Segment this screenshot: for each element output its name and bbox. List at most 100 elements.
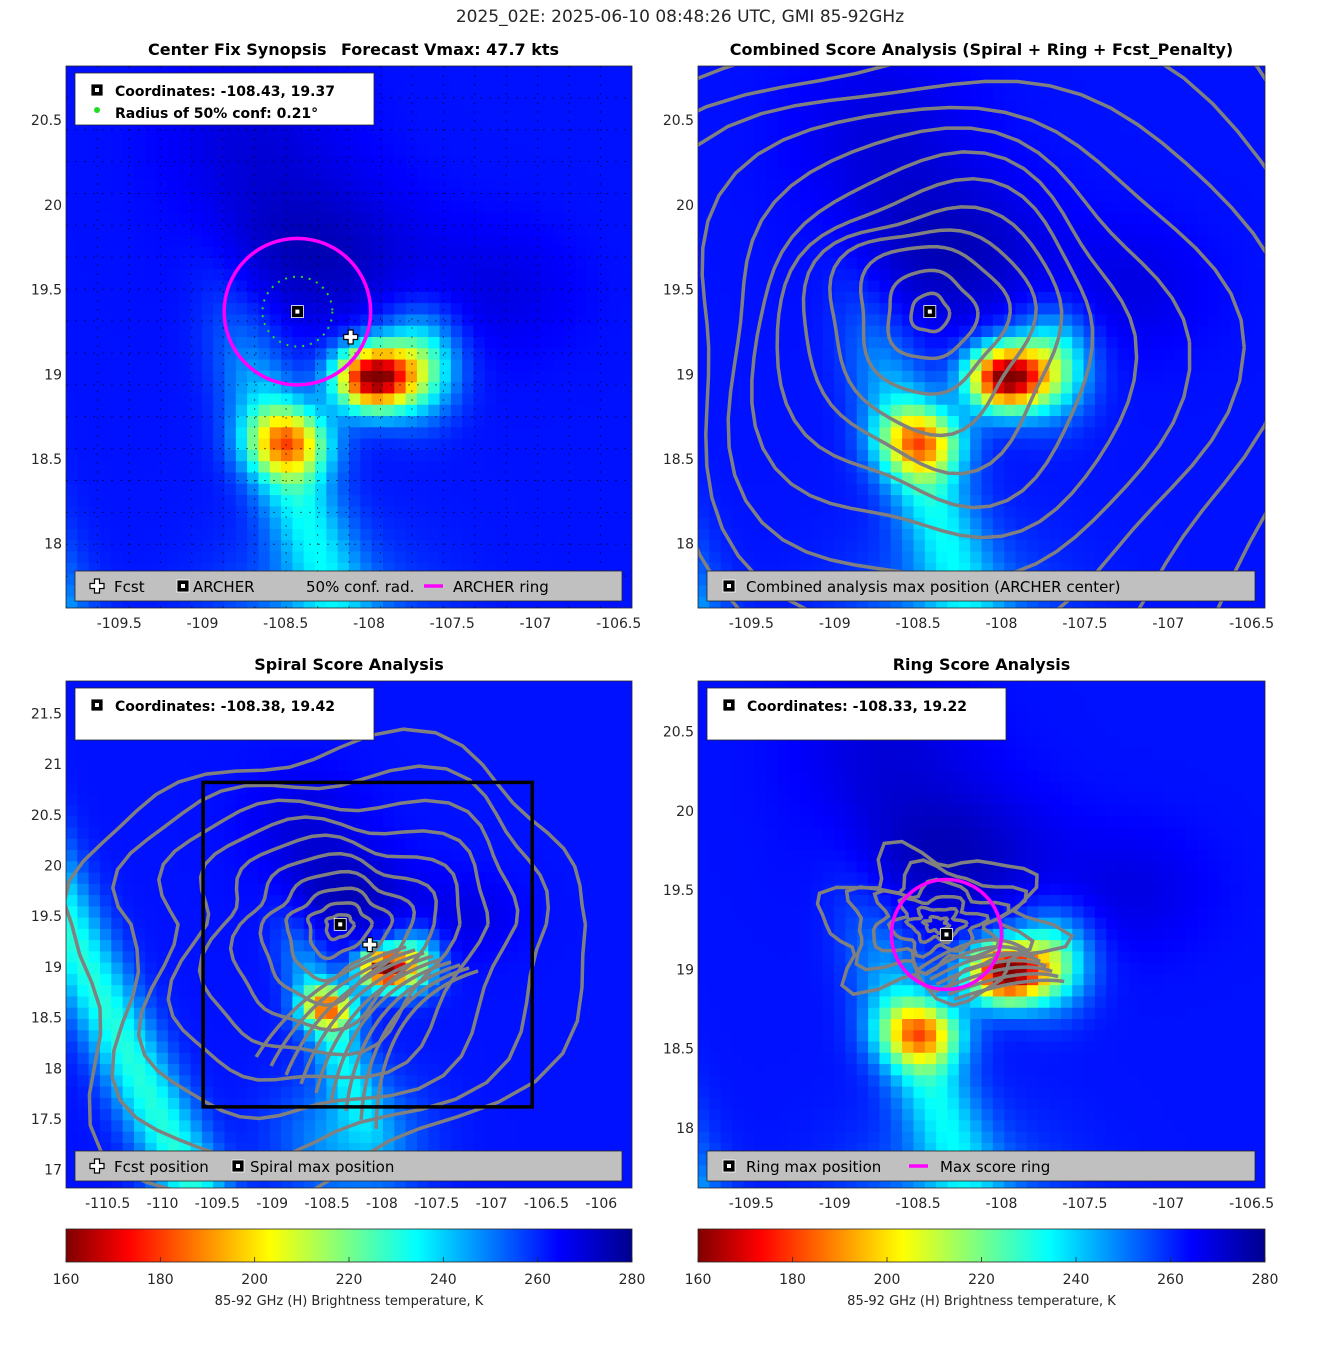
heatmap-cell xyxy=(224,246,237,259)
heatmap-cell xyxy=(947,178,960,191)
heatmap-cell xyxy=(167,190,180,203)
heatmap-cell xyxy=(586,88,599,101)
heatmap-cell xyxy=(890,382,903,395)
heatmap-cell xyxy=(77,167,90,180)
heatmap-cell xyxy=(213,517,226,530)
heatmap-cell xyxy=(822,77,835,90)
heatmap-cell xyxy=(743,314,756,327)
heatmap-cell xyxy=(834,517,847,530)
heatmap-cell xyxy=(620,224,632,236)
heatmap-cell xyxy=(924,370,937,383)
heatmap-cell xyxy=(981,314,994,327)
heatmap-cell xyxy=(1094,472,1107,485)
heatmap-cell xyxy=(337,359,350,372)
heatmap-cell xyxy=(834,145,847,157)
heatmap-cell xyxy=(292,246,305,259)
heatmap-cell xyxy=(868,145,881,157)
heatmap-cell xyxy=(564,325,576,338)
heatmap-cell xyxy=(834,495,847,507)
heatmap-cell xyxy=(541,472,554,485)
heatmap-cell xyxy=(439,540,452,553)
heatmap-cell xyxy=(879,551,892,564)
heatmap-cell xyxy=(586,303,599,316)
heatmap-cell xyxy=(201,224,214,236)
heatmap-cell xyxy=(586,111,599,124)
heatmap-cell xyxy=(66,382,78,395)
heatmap-cell xyxy=(620,370,632,383)
heatmap-cell xyxy=(811,540,824,553)
heatmap-cell xyxy=(732,517,744,530)
heatmap-cell xyxy=(1253,212,1265,225)
heatmap-cell xyxy=(1185,257,1198,270)
heatmap-cell xyxy=(1196,325,1209,338)
heatmap-cell xyxy=(743,122,756,135)
heatmap-cell xyxy=(337,122,350,135)
heatmap-cell xyxy=(834,404,847,417)
heatmap-cell xyxy=(1151,178,1164,191)
heatmap-cell xyxy=(913,596,926,608)
heatmap-cell xyxy=(720,212,733,225)
heatmap-cell xyxy=(1185,416,1198,428)
heatmap-cell xyxy=(924,416,937,428)
heatmap-cell xyxy=(1083,280,1096,293)
heatmap-cell xyxy=(1140,111,1153,124)
heatmap-cell xyxy=(913,122,926,135)
heatmap-cell xyxy=(247,528,260,541)
heatmap-cell xyxy=(709,596,722,608)
heatmap-cell xyxy=(575,314,588,327)
heatmap-cell xyxy=(777,517,790,530)
heatmap-cell xyxy=(777,540,790,553)
heatmap-cell xyxy=(201,325,214,338)
heatmap-cell xyxy=(845,303,858,316)
heatmap-cell xyxy=(564,99,576,112)
heatmap-cell xyxy=(743,359,756,372)
heatmap-cell xyxy=(235,280,248,293)
heatmap-cell xyxy=(1162,133,1175,146)
heatmap-cell xyxy=(405,212,418,225)
heatmap-cell xyxy=(743,201,756,214)
heatmap-cell xyxy=(269,551,282,564)
heatmap-cell xyxy=(360,495,373,507)
heatmap-cell xyxy=(484,280,497,293)
heatmap-cell xyxy=(709,235,722,248)
heatmap-cell xyxy=(609,88,622,101)
heatmap-cell xyxy=(1196,393,1209,406)
heatmap-cell xyxy=(1038,88,1051,101)
heatmap-cell xyxy=(507,540,520,553)
heatmap-cell xyxy=(66,681,78,693)
heatmap-cell xyxy=(564,461,576,474)
heatmap-cell xyxy=(1049,382,1062,395)
heatmap-cell xyxy=(552,370,565,383)
heatmap-cell xyxy=(518,416,531,428)
heatmap-cell xyxy=(1060,359,1073,372)
heatmap-cell xyxy=(1004,461,1017,474)
heatmap-cell xyxy=(902,382,915,395)
heatmap-cell xyxy=(609,681,622,693)
heatmap-cell xyxy=(1072,562,1085,575)
heatmap-cell xyxy=(224,382,237,395)
heatmap-cell xyxy=(360,348,373,361)
heatmap-cell xyxy=(66,314,78,327)
heatmap-cell xyxy=(1117,325,1130,338)
heatmap-cell xyxy=(620,66,632,78)
heatmap-cell xyxy=(473,66,486,78)
heatmap-cell xyxy=(371,562,384,575)
heatmap-cell xyxy=(224,681,237,693)
heatmap-cell xyxy=(970,483,983,496)
heatmap-cell xyxy=(405,461,418,474)
heatmap-cell xyxy=(1219,145,1232,157)
heatmap-cell xyxy=(620,483,632,496)
heatmap-cell xyxy=(428,111,441,124)
heatmap-cell xyxy=(394,314,407,327)
heatmap-cell xyxy=(890,88,903,101)
heatmap-cell xyxy=(518,190,531,203)
heatmap-cell xyxy=(586,416,599,428)
heatmap-cell xyxy=(743,190,756,203)
heatmap-cell xyxy=(224,224,237,236)
legend-box: Combined analysis max position (ARCHER c… xyxy=(706,570,1256,602)
heatmap-cell xyxy=(981,393,994,406)
heatmap-cell xyxy=(156,359,169,372)
heatmap-cell xyxy=(766,517,778,530)
heatmap-cell xyxy=(111,235,124,248)
heatmap-cell xyxy=(732,122,744,135)
